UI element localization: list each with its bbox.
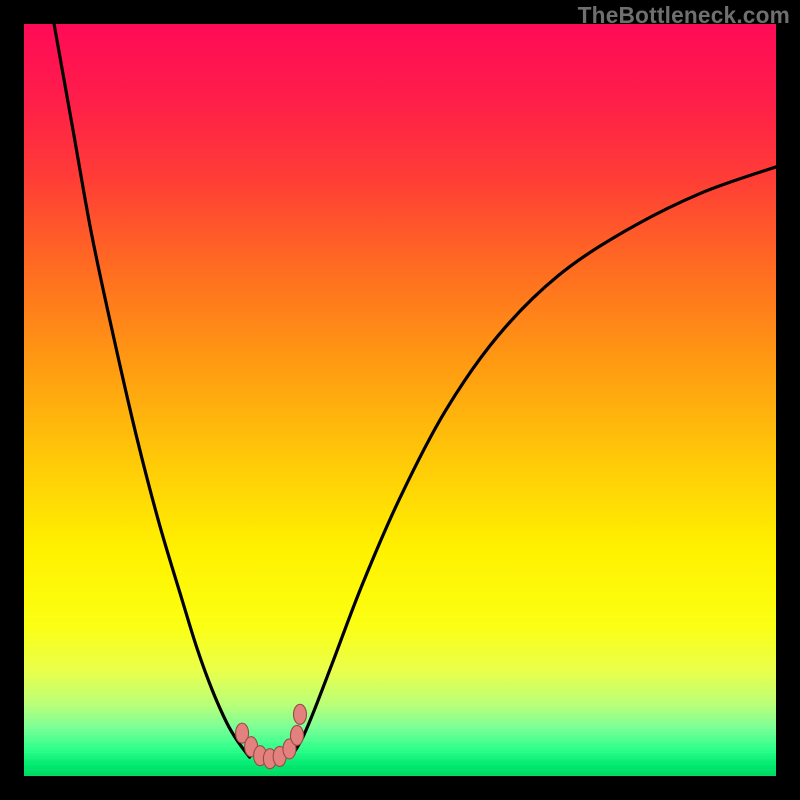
watermark-text: TheBottleneck.com bbox=[578, 2, 790, 29]
curve-marker bbox=[290, 725, 303, 745]
curve-marker bbox=[293, 704, 306, 724]
chart-svg bbox=[0, 0, 800, 800]
chart-stage: TheBottleneck.com bbox=[0, 0, 800, 800]
plot-area bbox=[24, 24, 776, 776]
